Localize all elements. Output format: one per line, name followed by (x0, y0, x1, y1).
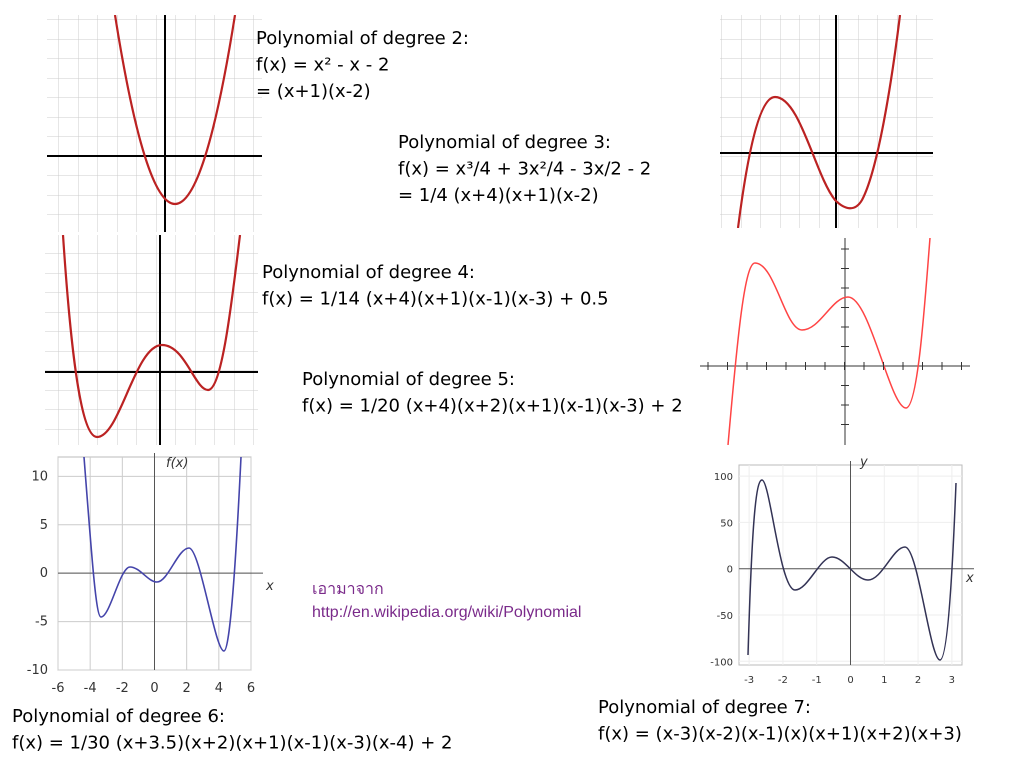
x-tick-label: 3 (949, 675, 955, 686)
y-tick-label: -100 (710, 657, 733, 668)
x-tick-label: -1 (812, 675, 822, 686)
block-heading: Polynomial of degree 7: (598, 697, 811, 718)
grid (720, 15, 933, 228)
block-heading: Polynomial of degree 5: (302, 369, 515, 390)
block-heading: Polynomial of degree 4: (262, 262, 475, 283)
formula: f(x) = (x-3)(x-2)(x-1)(x)(x+1)(x+2)(x+3) (598, 724, 962, 745)
y-tick-label: 10 (31, 469, 48, 484)
formula: f(x) = x³/4 + 3x²/4 - 3x/2 - 2 (398, 159, 651, 180)
x-tick-label: 1 (881, 675, 887, 686)
curve (113, 15, 237, 206)
credit-url[interactable]: http://en.wikipedia.org/wiki/Polynomial (312, 604, 581, 621)
grid (47, 15, 262, 232)
x-tick-label: 6 (247, 681, 255, 696)
y-tick-label: -5 (35, 615, 48, 630)
y-axis-label: f(x) (166, 456, 188, 471)
x-tick-label: -4 (84, 681, 97, 696)
plot-degree-6: -6 -4 -2 0 2 4 6 10 5 0 -5 -10 x f(x) (27, 453, 274, 696)
x-tick-label: 2 (915, 675, 921, 686)
curve (727, 238, 931, 445)
plot-degree-5 (700, 238, 970, 445)
y-tick-label: 0 (727, 565, 733, 576)
plot-degree-7: -3 -2 -1 0 1 2 3 100 50 0 -50 -100 x y (710, 455, 974, 686)
credit-label: เอามาจาก (312, 581, 384, 598)
curve (747, 479, 957, 661)
formula: = (x+1)(x-2) (256, 81, 371, 102)
block-heading: Polynomial of degree 6: (12, 706, 225, 727)
formula: f(x) = 1/20 (x+4)(x+2)(x+1)(x-1)(x-3) + … (302, 396, 683, 417)
formula: f(x) = 1/30 (x+3.5)(x+2)(x+1)(x-1)(x-3)(… (12, 733, 452, 754)
x-tick-label: 0 (150, 681, 158, 696)
x-tick-label: 2 (183, 681, 191, 696)
formula: f(x) = x² - x - 2 (256, 55, 389, 76)
y-tick-label: 50 (720, 518, 733, 529)
y-tick-label: -10 (27, 663, 48, 678)
plot-degree-4 (45, 235, 258, 445)
x-tick-label: 4 (215, 681, 223, 696)
x-tick-label: 0 (847, 675, 853, 686)
curve (736, 15, 902, 228)
plot-degree-3 (720, 15, 933, 228)
x-tick-label: -2 (778, 675, 788, 686)
x-axis-label: x (965, 571, 974, 586)
y-tick-label: 5 (40, 518, 48, 533)
x-tick-label: -3 (744, 675, 754, 686)
y-tick-label: 0 (40, 566, 48, 581)
y-tick-label: -50 (717, 611, 733, 622)
curve (61, 235, 242, 439)
grid (45, 235, 258, 445)
x-tick-label: -6 (52, 681, 65, 696)
x-tick-label: -2 (116, 681, 129, 696)
formula: = 1/4 (x+4)(x+1)(x-2) (398, 185, 599, 206)
block-heading: Polynomial of degree 2: (256, 28, 469, 49)
x-axis-label: x (265, 579, 274, 594)
curve (83, 457, 242, 652)
plot-degree-2 (47, 15, 262, 232)
y-axis-label: y (859, 455, 868, 470)
block-heading: Polynomial of degree 3: (398, 132, 611, 153)
y-tick-label: 100 (714, 472, 733, 483)
formula: f(x) = 1/14 (x+4)(x+1)(x-1)(x-3) + 0.5 (262, 289, 609, 310)
